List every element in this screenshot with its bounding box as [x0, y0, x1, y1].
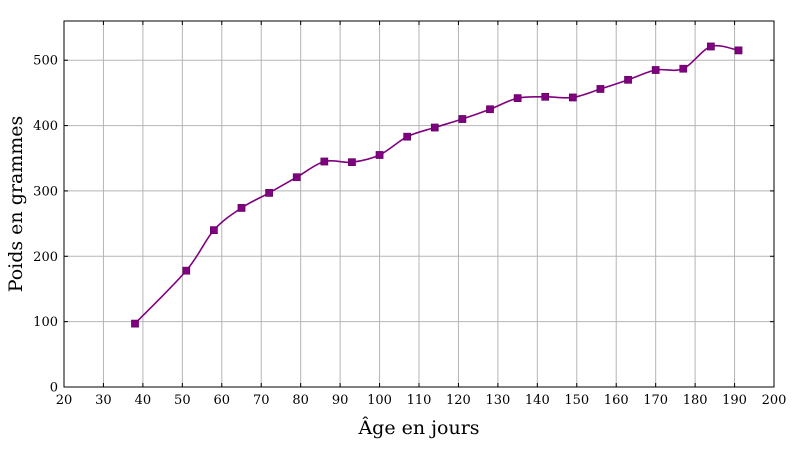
x-tick-label: 90	[332, 393, 349, 408]
data-point	[210, 226, 218, 234]
data-point	[707, 42, 715, 51]
data-point	[486, 105, 494, 114]
x-tick-label: 80	[292, 393, 309, 408]
data-point	[320, 157, 329, 166]
series-line	[134, 44, 739, 325]
x-tick-label: 50	[174, 393, 191, 408]
x-tick-label: 60	[214, 393, 231, 408]
grid	[63, 21, 775, 388]
data-point	[292, 173, 301, 182]
x-tick-label: 200	[762, 393, 787, 408]
data-point	[131, 319, 139, 328]
x-tick-label: 140	[525, 393, 550, 408]
data-point	[541, 92, 550, 101]
axis-ticks: 20 30 40 50 60 70 80 90 100 110 120 130 140 150 160 170…	[33, 21, 786, 408]
y-tick-label: 200	[33, 250, 58, 265]
data-point	[375, 151, 384, 159]
x-tick-label: 110	[407, 393, 432, 408]
data-point	[182, 266, 191, 275]
data-point	[624, 75, 632, 84]
y-tick-label: 300	[33, 184, 58, 199]
x-tick-label: 70	[253, 393, 270, 408]
data-point	[651, 66, 660, 74]
data-point	[596, 85, 605, 93]
y-tick-label: 500	[33, 54, 58, 69]
data-point	[513, 94, 522, 102]
x-tick-label: 190	[722, 393, 747, 408]
data-point	[568, 93, 577, 102]
x-tick-label: 180	[683, 393, 708, 408]
data-point	[734, 46, 743, 55]
y-tick-label: 100	[33, 315, 58, 330]
x-tick-label: 170	[643, 393, 668, 408]
x-tick-label: 160	[604, 393, 629, 408]
data-point	[265, 189, 273, 197]
data-point	[237, 204, 246, 212]
x-tick-label: 130	[485, 393, 510, 408]
y-tick-label: 400	[33, 119, 58, 134]
x-tick-label: 100	[367, 393, 392, 408]
x-tick-label: 40	[135, 393, 152, 408]
x-tick-label: 120	[446, 393, 471, 408]
x-tick-label: 20	[56, 393, 73, 408]
data-point	[348, 158, 356, 167]
x-tick-label: 30	[95, 393, 112, 408]
data-point	[430, 123, 439, 132]
y-tick-label: 0	[50, 381, 58, 396]
x-tick-label: 150	[564, 393, 589, 408]
series-layer	[131, 42, 743, 328]
y-axis-title: Poids en grammes	[5, 116, 27, 293]
data-point	[458, 115, 467, 123]
x-axis-title: Âge en jours	[357, 416, 479, 439]
data-point	[679, 64, 688, 73]
data-point	[403, 132, 412, 141]
